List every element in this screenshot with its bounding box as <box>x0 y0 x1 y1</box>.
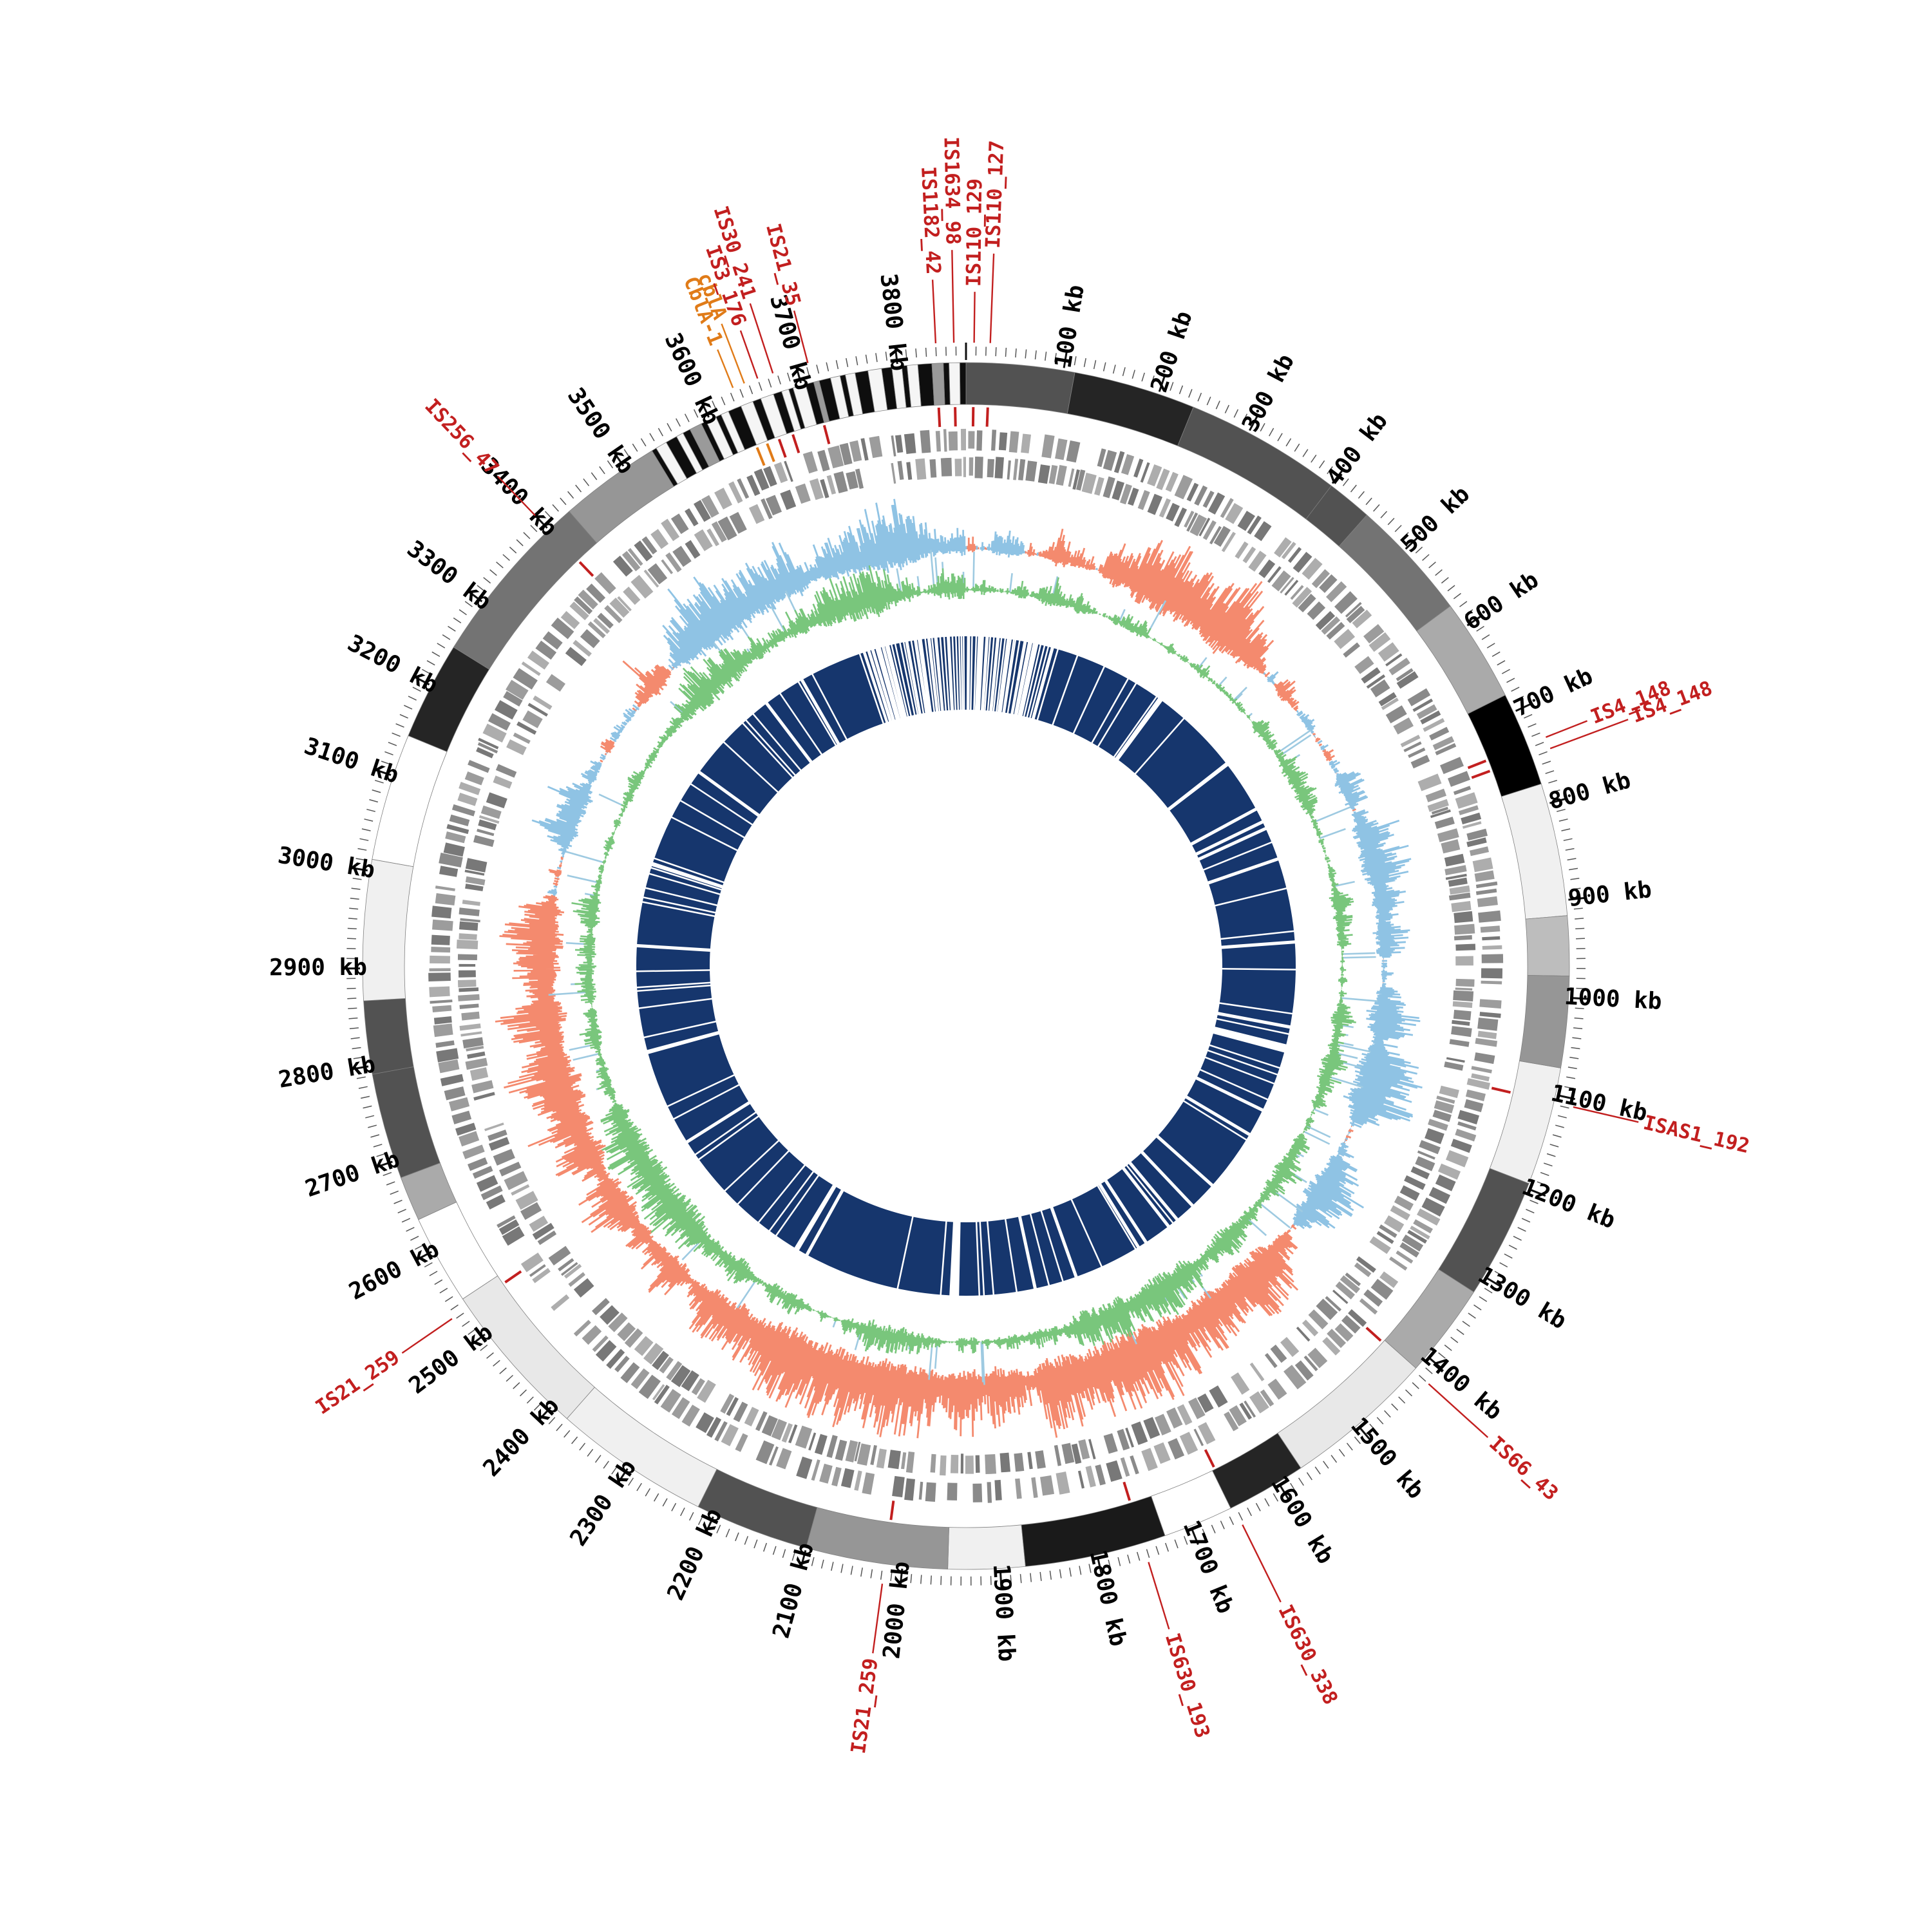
annotation-leader-line <box>497 475 536 516</box>
annotation-tick <box>755 447 766 466</box>
annotation-tick <box>1365 1327 1382 1342</box>
axis-tick-label: 700 kb <box>1510 663 1596 722</box>
axis-tick-label: 2100 kb <box>768 1540 819 1641</box>
axis-tick-label: 800 kb <box>1546 767 1633 815</box>
annotation-label: IS630_193 <box>1160 1631 1215 1741</box>
axis-tick-label: 2300 kb <box>565 1455 641 1551</box>
axis-tick-label: 3100 kb <box>301 733 402 789</box>
axis-tick-label: 3200 kb <box>343 630 442 699</box>
annotation-leader-line <box>973 292 976 343</box>
annotation-leader-line <box>717 349 734 388</box>
axis-tick-label: 2000 kb <box>878 1560 915 1660</box>
axis-tick-label: 900 kb <box>1567 876 1653 912</box>
core-genome-ring <box>636 635 1297 1296</box>
axis-tick-label: 500 kb <box>1396 481 1475 558</box>
annotation-leader-line <box>1242 1524 1282 1603</box>
axis-tick-label: 2700 kb <box>302 1146 403 1203</box>
axis-tick-label: 1000 kb <box>1564 983 1663 1015</box>
annotation-tick <box>1491 1086 1511 1094</box>
axis-tick-label: 3500 kb <box>562 383 639 478</box>
annotation-label: IS21_259 <box>312 1345 404 1419</box>
annotation-leaders <box>401 250 1639 1654</box>
annotation-leader-line <box>401 1318 453 1354</box>
gc-content-ring <box>548 549 1378 1385</box>
annotation-ticks <box>504 407 1511 1520</box>
annotation-leader-line <box>931 279 937 344</box>
axis-tick-ring <box>342 343 1589 1589</box>
axis-tick-label: 2600 kb <box>345 1236 444 1305</box>
axis-tick-label: 400 kb <box>1321 408 1393 491</box>
annotation-label: IS1634_98 <box>939 137 964 245</box>
annotation-label: IS21_259 <box>847 1657 883 1756</box>
annotation-tick <box>1471 770 1491 779</box>
annotation-label: IS110_127 <box>981 140 1009 249</box>
axis-tick-label: 2800 kb <box>276 1051 377 1093</box>
axis-tick-label: 3800 kb <box>875 272 912 372</box>
annotation-leader-line <box>951 250 955 343</box>
annotation-tick <box>777 439 787 458</box>
annotation-tick <box>937 407 942 428</box>
axis-tick-label: 600 kb <box>1459 567 1544 636</box>
axis-tick-label: 3300 kb <box>402 536 496 616</box>
annotation-leader-line <box>793 310 809 364</box>
axis-tick-label: 3000 kb <box>276 842 377 884</box>
genes-reverse-tile-ring <box>457 457 1476 1476</box>
axis-tick-label: 1900 kb <box>988 1563 1020 1662</box>
annotation-tick <box>889 1501 895 1520</box>
annotation-label: IS110_129 <box>962 178 987 287</box>
axis-tick-label: 1700 kb <box>1178 1517 1239 1617</box>
axis-tick-label: 3700 kb <box>764 292 817 393</box>
annotation-tick <box>578 561 594 577</box>
annotation-leader-line <box>749 303 774 374</box>
annotation-label: IS1182_42 <box>916 166 945 276</box>
annotation-leader-line <box>721 323 745 384</box>
annotation-tick <box>504 1270 522 1283</box>
annotation-leader-line <box>1148 1562 1170 1630</box>
annotation-label: IS21_35 <box>761 221 805 308</box>
annotation-label: IS630_338 <box>1274 1601 1343 1709</box>
annotation-tick <box>1467 759 1487 770</box>
annotation-label: IS4_148 <box>1629 677 1716 728</box>
axis-tick-label: 2200 kb <box>663 1504 728 1604</box>
annotation-tick <box>1122 1481 1132 1501</box>
annotation-tick <box>791 434 800 453</box>
annotation-label: ISAS1_192 <box>1641 1111 1752 1158</box>
annotation-leader-line <box>1545 720 1588 738</box>
annotation-tick <box>1204 1449 1215 1468</box>
annotation-leader-line <box>989 253 995 343</box>
annotation-label: IS66_43 <box>1484 1432 1562 1505</box>
axis-tick-label: 1500 kb <box>1345 1412 1429 1504</box>
axis-tick-label: 300 kb <box>1237 350 1300 436</box>
annotation-leader-line <box>872 1584 884 1654</box>
axis-tick-label: 1100 kb <box>1549 1080 1650 1126</box>
annotation-leader-line <box>1573 1106 1639 1123</box>
annotation-tick <box>766 443 775 462</box>
axis-tick-label: 1800 kb <box>1084 1548 1132 1649</box>
annotation-leader-line <box>1428 1383 1489 1438</box>
gc-skew-ring <box>495 498 1423 1439</box>
axis-tick-label: 1300 kb <box>1473 1262 1571 1334</box>
annotation-tick <box>985 407 989 427</box>
axis-tick-label: 2500 kb <box>404 1319 498 1399</box>
axis-tick-label: 100 kb <box>1050 283 1089 370</box>
axis-tick-label: 200 kb <box>1146 308 1197 395</box>
annotation-tick <box>954 407 957 427</box>
axis-tick-label: 2400 kb <box>478 1392 565 1482</box>
annotation-leader-line <box>1549 719 1629 750</box>
axis-tick-label: 1200 kb <box>1519 1173 1619 1234</box>
annotation-leader-line <box>739 330 759 379</box>
annotation-label: IS256_47 <box>420 394 503 480</box>
annotation-tick <box>822 424 831 444</box>
contig-block-ring <box>362 362 1570 1570</box>
axis-tick-label: 2900 kb <box>269 954 367 981</box>
axis-tick-label: 1600 kb <box>1265 1472 1339 1569</box>
